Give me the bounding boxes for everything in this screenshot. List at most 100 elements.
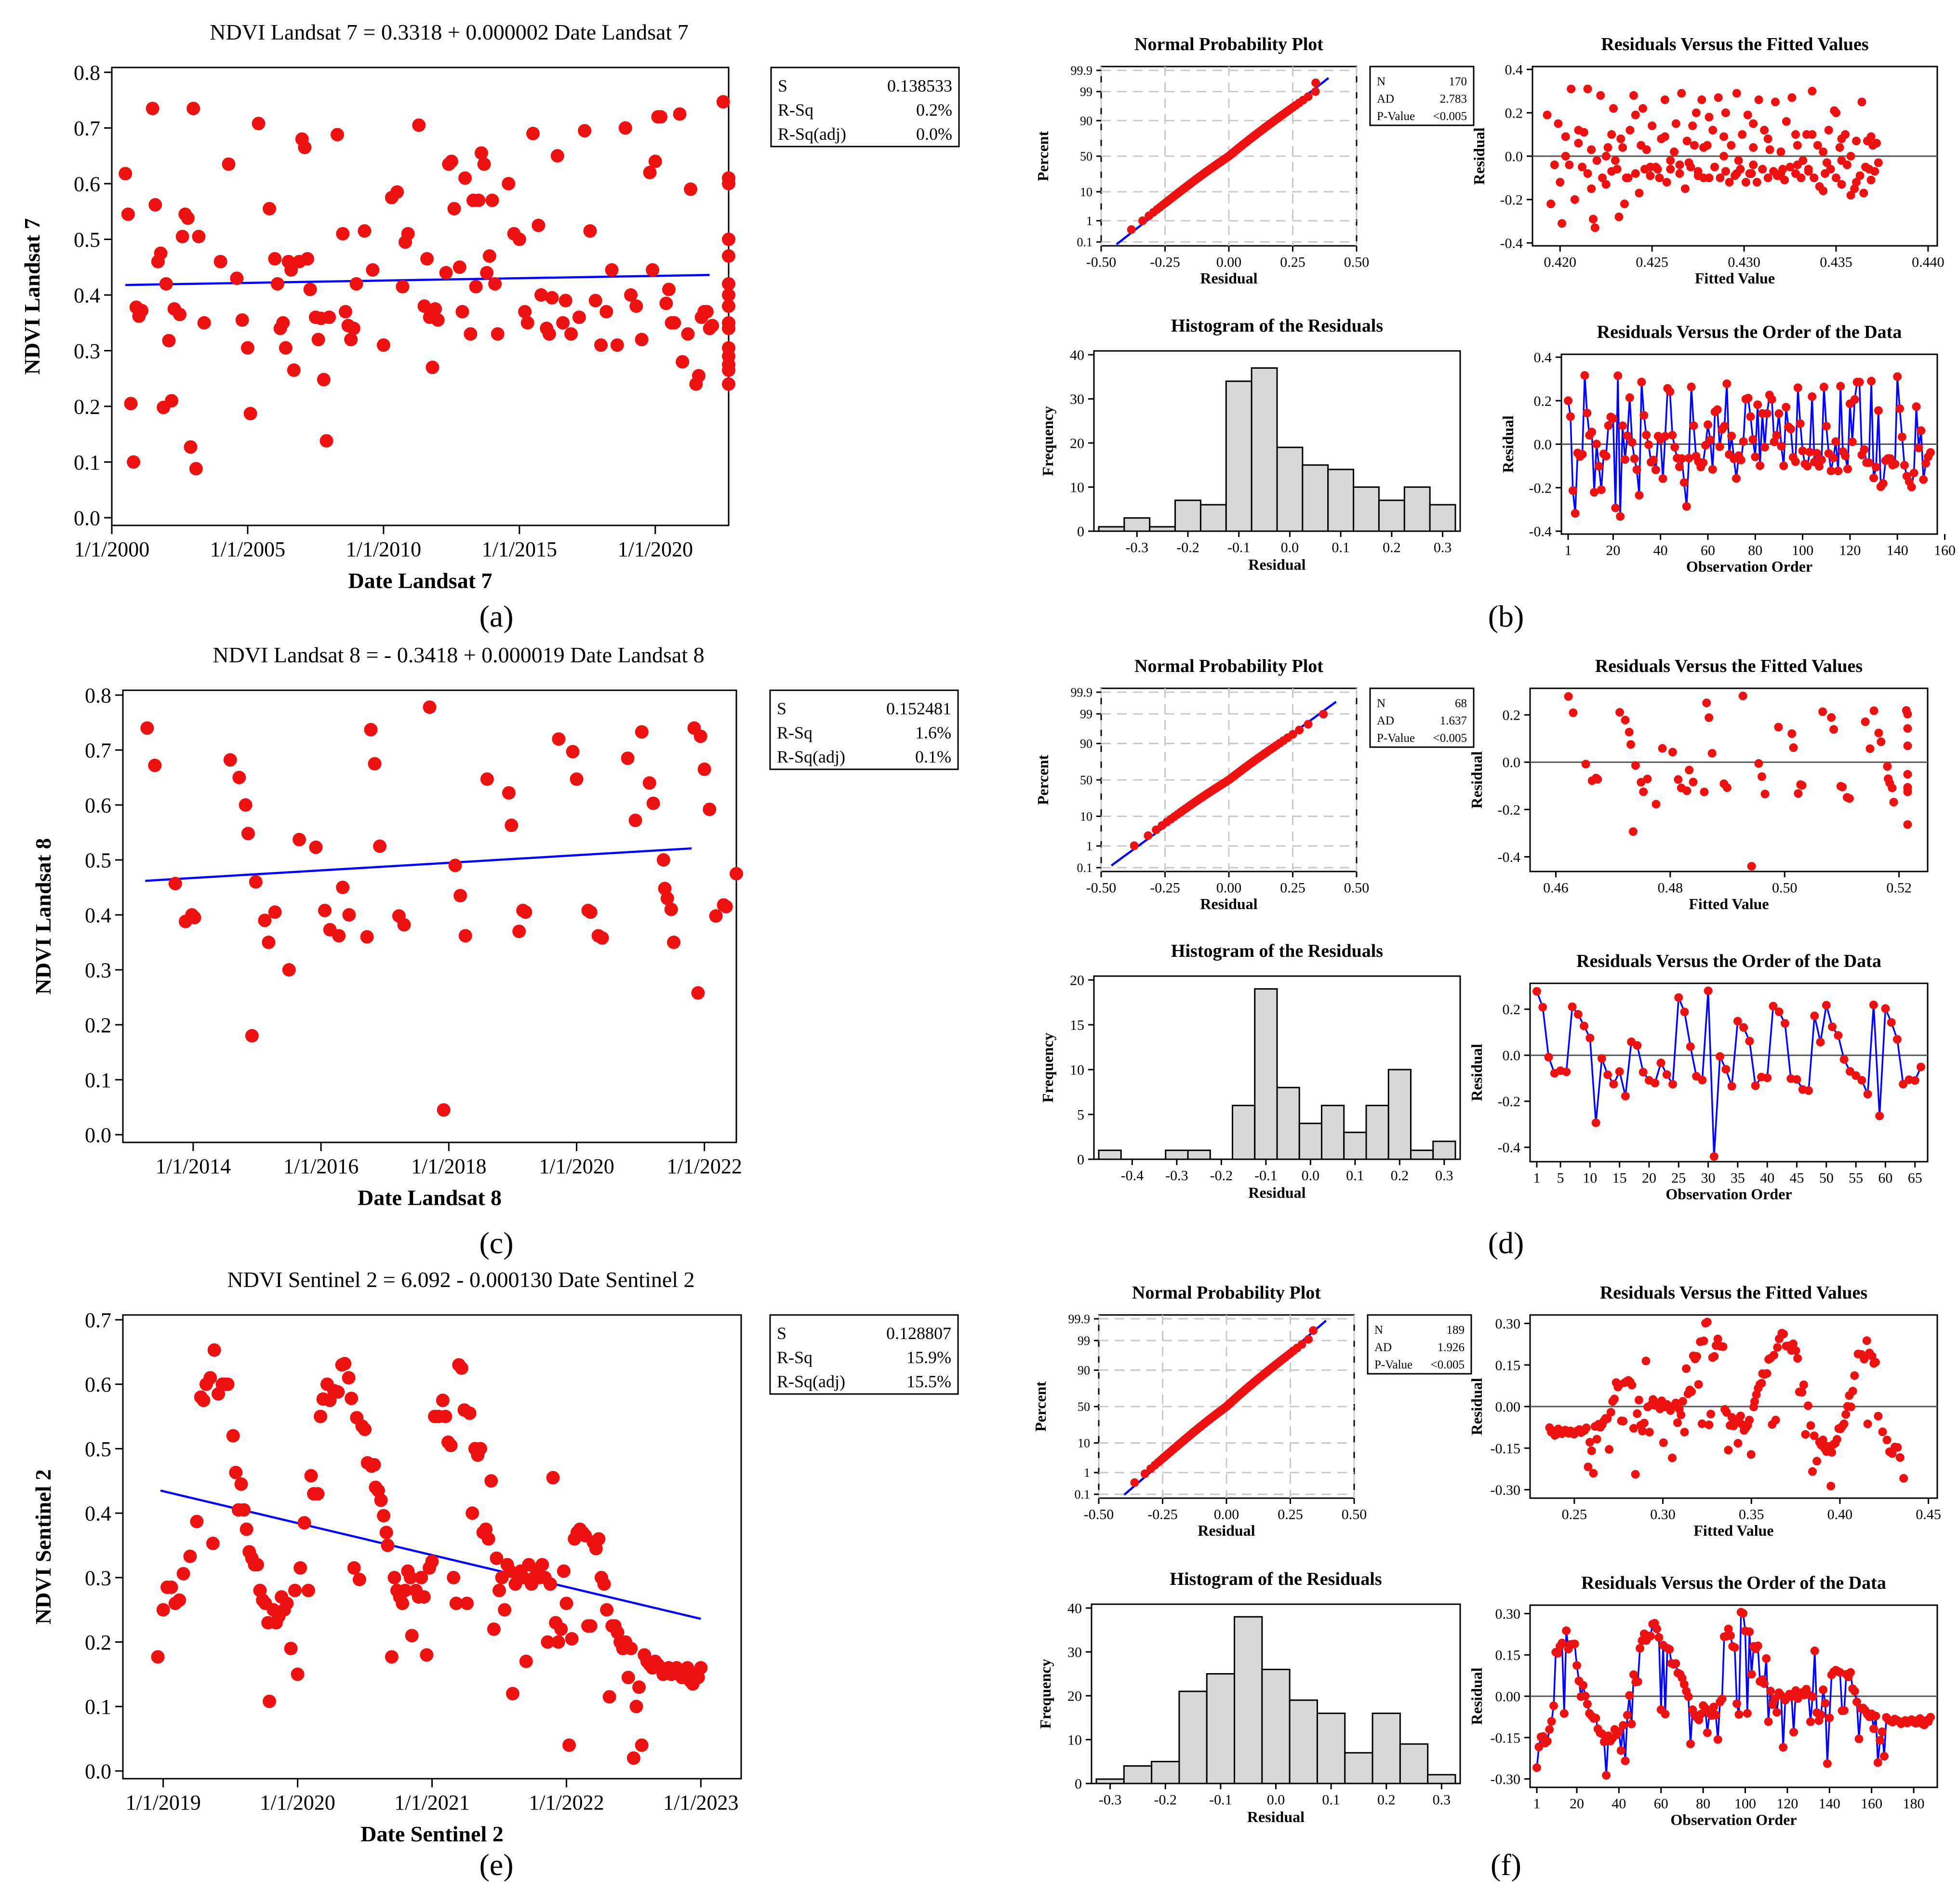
fits-plot-point bbox=[1793, 161, 1802, 169]
order-plot-y-label: Residual bbox=[1468, 1667, 1485, 1725]
fits-plot-point bbox=[1689, 778, 1698, 787]
normal-plot-y-label: Percent bbox=[1034, 755, 1052, 805]
data-point bbox=[562, 1738, 576, 1752]
data-point bbox=[154, 246, 168, 260]
fits-plot-point bbox=[1787, 729, 1797, 738]
fits-plot-point bbox=[1822, 158, 1831, 167]
order-plot-point bbox=[1759, 1679, 1769, 1688]
fits-plot-point bbox=[1838, 782, 1847, 791]
fits-plot-point bbox=[1903, 724, 1912, 733]
data-point bbox=[506, 1687, 519, 1701]
normal-plot-x-tick-label: 0.50 bbox=[1344, 255, 1370, 270]
fits-plot-point bbox=[1808, 130, 1817, 139]
order-plot-point bbox=[1798, 446, 1807, 456]
histogram-x-tick-label: 0.2 bbox=[1377, 1792, 1396, 1808]
data-point bbox=[318, 903, 332, 917]
y-axis-tick-label: 0.4 bbox=[85, 903, 111, 927]
fits-plot-point bbox=[1824, 126, 1833, 134]
fits-plot-point bbox=[1690, 141, 1699, 150]
fits-plot-point bbox=[1749, 1402, 1758, 1411]
data-point bbox=[437, 1103, 451, 1117]
data-point bbox=[659, 296, 673, 310]
histogram-x-tick-label: -0.1 bbox=[1227, 540, 1251, 556]
order-plot-point bbox=[1873, 1758, 1882, 1767]
order-plot-x-tick-label: 120 bbox=[1776, 1796, 1798, 1812]
fits-plot-point bbox=[1641, 1356, 1651, 1366]
data-point bbox=[477, 157, 491, 171]
order-connector-line bbox=[1567, 375, 1931, 517]
fits-plot-point bbox=[1782, 1341, 1791, 1351]
order-plot-x-tick-label: 50 bbox=[1819, 1170, 1834, 1186]
order-plot-point bbox=[1637, 377, 1646, 387]
fits-plot-y-tick-label: -0.2 bbox=[1500, 192, 1523, 208]
order-plot-point bbox=[1604, 421, 1613, 430]
fits-plot-point bbox=[1615, 708, 1625, 717]
fits-plot-title: Residuals Versus the Fitted Values bbox=[1600, 1283, 1867, 1303]
fits-plot-point bbox=[1720, 1405, 1730, 1414]
fits-plot-point bbox=[1653, 165, 1662, 174]
fits-plot-point bbox=[1806, 1421, 1815, 1430]
y-axis-tick-label: 0.0 bbox=[85, 1759, 111, 1783]
fits-plot-point bbox=[1682, 786, 1692, 795]
data-point bbox=[148, 198, 162, 212]
stats-box-value: 0.138533 bbox=[887, 76, 952, 95]
data-point bbox=[336, 881, 350, 894]
fits-plot-point bbox=[1776, 147, 1785, 156]
order-plot-point bbox=[1834, 1031, 1843, 1040]
data-point bbox=[498, 1603, 512, 1617]
histogram-bar bbox=[1372, 1712, 1401, 1784]
data-point bbox=[662, 282, 676, 296]
order-plot-x-label: Observation Order bbox=[1670, 1811, 1797, 1828]
data-point bbox=[632, 1680, 646, 1694]
order-plot-point bbox=[1834, 467, 1843, 476]
normal-plot-x-tick-label: 0.00 bbox=[1214, 1507, 1239, 1523]
order-plot-point bbox=[1909, 469, 1918, 478]
data-point bbox=[417, 299, 431, 313]
order-plot-point bbox=[1926, 1713, 1935, 1722]
fits-plot-point bbox=[1680, 1428, 1689, 1437]
order-plot-point bbox=[1671, 1659, 1680, 1668]
fits-plot-x-tick-label: 0.25 bbox=[1562, 1507, 1587, 1523]
x-axis-label: Date Sentinel 2 bbox=[360, 1822, 503, 1846]
data-point bbox=[502, 177, 516, 190]
order-plot-point bbox=[1848, 437, 1857, 446]
order-plot-point bbox=[1613, 371, 1623, 380]
histogram-x-tick-label: -0.4 bbox=[1121, 1168, 1144, 1184]
fits-plot-point bbox=[1689, 1351, 1698, 1360]
data-point bbox=[597, 1577, 611, 1591]
normal-plot-y-tick-label: 99 bbox=[1080, 85, 1092, 99]
order-plot-point bbox=[1919, 475, 1928, 484]
data-point bbox=[673, 107, 687, 121]
fits-plot-point bbox=[1634, 1395, 1643, 1405]
order-plot-point bbox=[1726, 1631, 1735, 1640]
order-plot-y-label: Residual bbox=[1499, 416, 1517, 473]
fits-plot-point bbox=[1680, 184, 1690, 193]
normal-plot-x-tick-label: 0.25 bbox=[1280, 880, 1305, 896]
data-point bbox=[559, 294, 573, 308]
data-point bbox=[270, 277, 284, 291]
data-point bbox=[554, 1622, 568, 1636]
y-axis-tick-label: 0.0 bbox=[74, 506, 100, 530]
order-plot-point bbox=[1860, 445, 1869, 454]
histogram-x-tick-label: 0.3 bbox=[1435, 1168, 1453, 1184]
fits-plot-y-tick-label: -0.30 bbox=[1491, 1482, 1521, 1498]
order-plot-point bbox=[1689, 421, 1698, 430]
order-plot-point bbox=[1744, 393, 1753, 402]
order-plot-point bbox=[1831, 437, 1840, 446]
data-point bbox=[592, 1532, 606, 1546]
data-point bbox=[311, 333, 325, 347]
y-axis-tick-label: 0.6 bbox=[85, 793, 111, 817]
data-point bbox=[320, 434, 333, 448]
fits-plot-point bbox=[1852, 136, 1861, 146]
fits-plot-point bbox=[1685, 765, 1694, 775]
fits-plot-x-tick-label: 0.430 bbox=[1728, 255, 1760, 270]
histogram-x-tick-label: 0.1 bbox=[1332, 540, 1350, 556]
order-plot-point bbox=[1774, 409, 1784, 418]
fits-plot-point bbox=[1688, 121, 1697, 130]
order-plot-point bbox=[1825, 1713, 1834, 1722]
fits-plot-point bbox=[1872, 139, 1881, 147]
normal-plot-x-tick-label: -0.50 bbox=[1086, 255, 1117, 270]
data-point bbox=[156, 1603, 170, 1617]
normal-plot-y-label: Percent bbox=[1032, 1381, 1049, 1432]
fits-plot-point bbox=[1843, 1402, 1852, 1411]
